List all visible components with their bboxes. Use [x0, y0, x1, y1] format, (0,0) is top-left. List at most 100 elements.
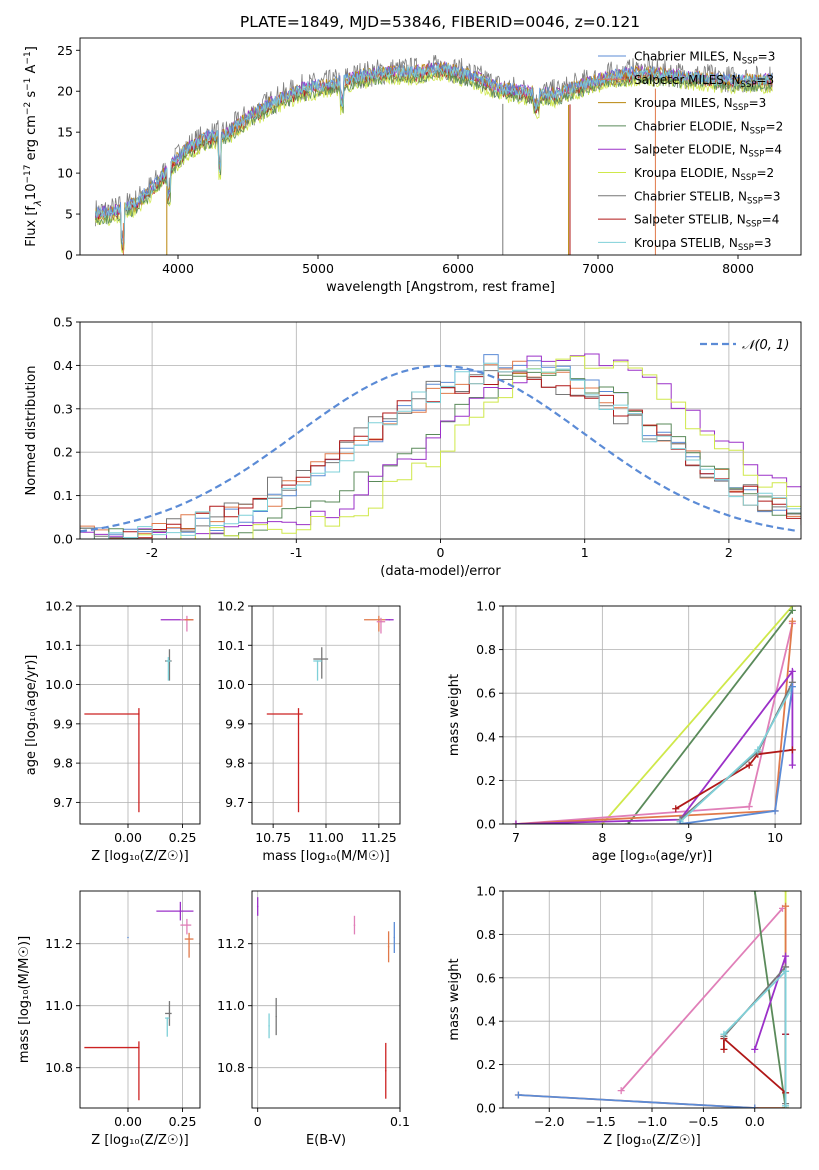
legend-label-sub: SSP	[738, 243, 754, 253]
x-axis-label: Z [log₁₀(Z/Z☉)]	[603, 1133, 700, 1148]
legend-label-name: Kroupa MILES, N	[634, 96, 733, 110]
axes-frame	[79, 605, 201, 825]
x-tick-label: 7	[512, 830, 520, 845]
weight-line-pink	[620, 907, 784, 1092]
data-point	[138, 1046, 140, 1049]
panel-weight_vs_Z: −2.0 −1.5 −1.0 −0.5 0.0 0.0 0.2 0.4 0.6 0.8 1.0 Z […	[447, 884, 802, 1148]
data-point	[387, 946, 390, 948]
y-tick-label: 11.0	[45, 998, 73, 1013]
legend-label: Chabrier MILES, NSSP=3	[634, 50, 775, 67]
y-tick-label: 0.0	[53, 532, 73, 547]
x-tick-label: 9	[685, 830, 693, 845]
data-point	[393, 936, 396, 939]
weight-line-salpeter_elodie	[515, 668, 794, 824]
data-point	[188, 938, 190, 940]
axes-frame	[79, 890, 201, 1109]
weight-marker	[782, 952, 790, 960]
weight-line-chabrier_miles	[679, 686, 794, 824]
data-point	[320, 658, 323, 660]
y-tick-label: 0.2	[53, 445, 73, 460]
normal-curve	[80, 364, 799, 533]
y-tick-label: 5	[65, 207, 73, 222]
weight-marker	[754, 746, 762, 754]
weight-marker	[676, 820, 684, 824]
weight-line-salpeter_elodie	[753, 955, 787, 1050]
x-tick-label: 8	[598, 830, 606, 845]
legend-label: Chabrier ELODIE, NSSP=2	[634, 119, 783, 136]
weight-marker	[751, 1045, 759, 1053]
weight-marker	[788, 606, 796, 614]
legend-label-sub: SSP	[748, 150, 764, 160]
legend-label-eq: =2	[766, 119, 784, 133]
y-tick-label: 11.0	[217, 998, 245, 1013]
y-tick-label: 10.0	[217, 677, 245, 692]
y-tick-label: 0.4	[476, 729, 496, 744]
y-axis-label-part: erg cm	[24, 115, 39, 164]
legend-label-eq: =2	[756, 166, 774, 180]
x-tick-label: −1.5	[585, 1114, 615, 1129]
y-axis-label: Flux [fλ10−17 erg cm−2 s−1 A−1]	[23, 46, 44, 247]
x-axis-label: mass [log₁₀(M/M☉)]	[262, 849, 389, 864]
weight-marker	[617, 1087, 625, 1095]
legend-label-eq: =3	[756, 73, 774, 87]
data-point	[188, 618, 190, 621]
y-tick-label: 9.7	[53, 795, 73, 810]
y-tick-label: 25	[57, 43, 73, 58]
y-axis-label-part: 10	[24, 184, 39, 201]
x-tick-label: 0.25	[169, 830, 197, 845]
y-tick-label: 0.4	[53, 358, 73, 373]
x-tick-label: 0	[437, 545, 445, 560]
y-tick-label: 0.0	[476, 817, 496, 832]
y-tick-label: 0.1	[53, 488, 73, 503]
y-tick-label: 1.0	[476, 884, 496, 899]
x-tick-label: 0.1	[390, 1114, 410, 1129]
legend-label-name: Chabrier ELODIE, N	[634, 119, 750, 133]
y-tick-label: 11.2	[45, 936, 73, 951]
y-axis-label-part: −1	[23, 51, 33, 64]
y-axis-label: age [log₁₀(age/yr)]	[24, 655, 39, 776]
histogram-chabrier_elodie	[80, 369, 801, 539]
x-tick-label: 0.00	[114, 830, 142, 845]
histogram-chabrier_miles	[80, 354, 801, 539]
y-tick-label: 0	[65, 248, 73, 263]
weight-marker	[788, 761, 796, 769]
histograms	[80, 353, 801, 539]
data-point	[168, 1012, 171, 1015]
legend-label-sub: SSP	[746, 220, 762, 230]
x-axis-label: Z [log₁₀(Z/Z☉)]	[91, 849, 188, 864]
legend-label-sub: SSP	[741, 173, 757, 183]
weight-marker	[751, 1104, 759, 1108]
x-tick-label: −2.0	[534, 1114, 564, 1129]
figure-title: PLATE=1849, MJD=53846, FIBERID=0046, z=0…	[239, 13, 641, 31]
x-tick-label: 4000	[162, 261, 194, 276]
y-tick-label: 10.8	[45, 1060, 73, 1075]
data-point	[186, 924, 188, 926]
y-tick-label: 0.6	[476, 686, 496, 701]
x-tick-label: −1.0	[637, 1114, 667, 1129]
legend-label-sub: SSP	[742, 57, 758, 67]
y-tick-label: 9.7	[225, 795, 245, 810]
spectrum-kroupa_stelib	[95, 63, 773, 244]
y-axis-label: mass weight	[447, 958, 462, 1040]
data-point	[268, 1025, 270, 1027]
axes-frame	[251, 890, 401, 1109]
y-axis-label-part: −1	[23, 78, 33, 91]
legend-label: Chabrier STELIB, NSSP=3	[634, 189, 781, 206]
weight-marker	[782, 902, 790, 910]
y-tick-label: 20	[57, 84, 73, 99]
y-tick-label: 0.2	[476, 773, 496, 788]
weight-marker	[514, 1091, 522, 1099]
y-axis-label-part: A	[24, 64, 39, 77]
y-tick-label: 10.8	[217, 1060, 245, 1075]
y-tick-label: 9.9	[53, 716, 73, 731]
weight-marker	[720, 1030, 728, 1038]
histogram-kroupa_stelib	[80, 362, 801, 539]
weight-marker	[751, 891, 759, 895]
weight-marker	[788, 667, 796, 675]
data-point	[388, 618, 391, 621]
legend-label-name: Chabrier MILES, N	[634, 50, 742, 64]
data-point	[297, 713, 300, 715]
y-tick-label: 0.2	[476, 1057, 496, 1072]
x-tick-label: 11.25	[361, 830, 397, 845]
